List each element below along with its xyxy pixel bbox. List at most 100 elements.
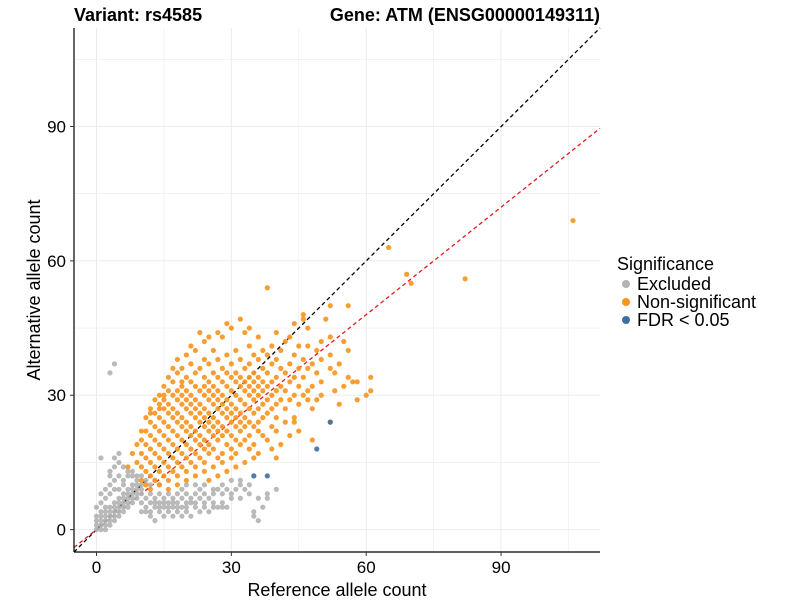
data-point — [224, 428, 230, 434]
data-point — [233, 450, 239, 457]
data-point — [224, 397, 230, 403]
x-axis-title: Reference allele count — [247, 580, 426, 600]
data-point — [291, 392, 297, 398]
data-point — [224, 383, 230, 389]
data-point — [219, 482, 225, 488]
data-point — [201, 374, 207, 380]
data-point — [215, 486, 221, 492]
data-point — [188, 423, 194, 430]
data-point — [255, 383, 261, 389]
data-point — [224, 468, 230, 474]
data-point — [219, 491, 225, 497]
data-point — [161, 432, 167, 439]
data-point — [192, 450, 198, 457]
data-point — [174, 410, 181, 416]
data-point — [111, 518, 118, 524]
legend-swatch — [622, 316, 630, 324]
data-point — [233, 370, 239, 376]
data-point — [242, 459, 248, 466]
data-point — [161, 495, 167, 501]
data-point — [179, 392, 185, 398]
legend-item: Non-significant — [622, 292, 756, 312]
data-point — [192, 491, 198, 497]
data-point — [219, 334, 225, 340]
data-point — [206, 441, 212, 448]
data-point — [197, 455, 203, 461]
data-point — [111, 477, 118, 483]
data-point — [206, 477, 212, 483]
data-point — [327, 303, 333, 309]
data-point — [201, 356, 207, 363]
data-point — [179, 415, 185, 421]
data-point — [264, 285, 270, 291]
data-point — [264, 437, 270, 443]
data-point — [255, 419, 261, 425]
data-point — [161, 392, 167, 398]
data-point — [215, 473, 221, 479]
data-point — [147, 509, 154, 515]
data-point — [143, 428, 149, 434]
data-point — [246, 374, 252, 380]
data-point — [282, 338, 288, 345]
data-points — [93, 217, 576, 533]
data-point — [129, 473, 136, 479]
data-point — [273, 428, 279, 434]
data-point — [255, 392, 261, 398]
data-point — [264, 383, 270, 389]
data-point — [138, 477, 145, 483]
data-point — [210, 423, 216, 430]
data-point — [174, 446, 181, 452]
data-point — [273, 388, 279, 394]
data-point — [129, 500, 136, 506]
data-point — [147, 419, 154, 425]
data-point — [161, 500, 167, 506]
data-point — [251, 473, 257, 479]
data-point — [192, 482, 198, 488]
data-point — [165, 401, 172, 407]
data-point — [318, 392, 324, 398]
data-point — [327, 419, 333, 425]
data-point — [201, 415, 207, 421]
data-point — [278, 347, 284, 354]
data-point — [192, 464, 198, 470]
data-point — [125, 491, 131, 497]
data-point — [107, 473, 113, 479]
data-point — [228, 446, 234, 452]
data-point — [314, 397, 320, 403]
data-point — [215, 437, 221, 443]
data-point — [242, 423, 248, 430]
data-point — [188, 459, 194, 466]
data-point — [197, 432, 203, 439]
data-point — [210, 500, 216, 506]
data-point — [260, 347, 266, 354]
data-point — [147, 473, 154, 479]
data-point — [264, 491, 270, 497]
data-point — [147, 513, 154, 519]
data-point — [156, 441, 163, 448]
data-point — [156, 509, 163, 515]
data-point — [206, 428, 212, 434]
data-point — [165, 486, 172, 492]
data-point — [156, 428, 163, 434]
data-point — [210, 415, 216, 421]
data-point — [111, 464, 118, 470]
data-point — [147, 486, 154, 492]
data-point — [161, 419, 167, 425]
data-point — [134, 473, 140, 479]
data-point — [242, 388, 248, 394]
data-point — [219, 392, 225, 398]
data-point — [129, 491, 136, 497]
data-point — [116, 450, 122, 457]
data-point — [183, 455, 189, 461]
data-point — [174, 491, 181, 497]
data-point — [296, 383, 302, 389]
data-point — [228, 419, 234, 425]
data-point — [237, 356, 243, 363]
data-point — [174, 419, 181, 425]
data-point — [98, 518, 104, 524]
reference-line — [73, 27, 601, 553]
data-point — [183, 477, 189, 483]
data-point — [246, 392, 252, 398]
data-point — [309, 406, 315, 412]
data-point — [125, 500, 131, 506]
